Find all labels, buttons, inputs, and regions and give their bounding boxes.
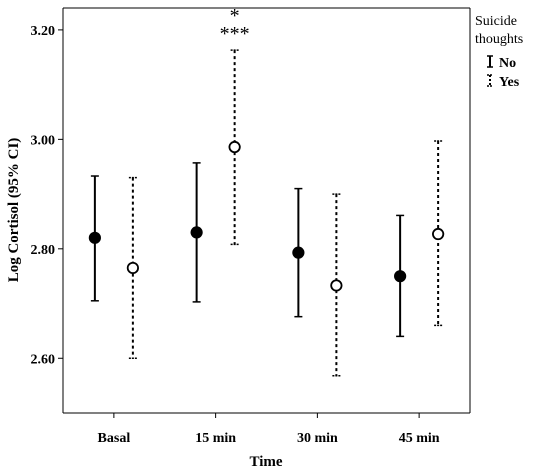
x-tick-label: 15 min <box>195 431 236 446</box>
legend-label-no: No <box>499 56 516 71</box>
series-layer <box>88 49 445 377</box>
x-ticks: Basal 15 min 30 min 45 min <box>98 413 440 446</box>
point-yes-2 <box>330 279 343 292</box>
x-tick-label: 30 min <box>297 431 338 446</box>
x-axis-title: Time <box>249 454 282 470</box>
y-ticks: 2.60 2.80 3.00 3.20 <box>31 24 63 367</box>
point-yes-0 <box>126 261 139 275</box>
point-no-2 <box>292 246 305 259</box>
y-axis-title: Log Cortisol (95% CI) <box>6 138 22 283</box>
legend-item-no: No <box>487 55 516 71</box>
point-no-0 <box>88 231 101 244</box>
legend: Suicide thoughts No Yes <box>475 14 523 90</box>
y-tick-label: 2.60 <box>31 352 56 367</box>
legend-title-line-2: thoughts <box>475 32 523 47</box>
significance-annotation: * <box>230 5 240 27</box>
legend-item-yes: Yes <box>487 74 520 90</box>
legend-label-yes: Yes <box>499 75 520 90</box>
legend-title-line-1: Suicide <box>475 14 517 29</box>
annotations: **** <box>220 5 250 45</box>
point-yes-1 <box>228 140 241 154</box>
point-no-1 <box>190 226 203 239</box>
y-tick-label: 3.20 <box>31 24 56 39</box>
y-tick-label: 3.00 <box>31 133 56 148</box>
significance-annotation: *** <box>220 23 250 45</box>
point-yes-3 <box>432 227 445 241</box>
x-tick-label: Basal <box>98 431 131 446</box>
x-tick-label: 45 min <box>399 431 440 446</box>
point-no-3 <box>394 270 407 283</box>
y-tick-label: 2.80 <box>31 243 56 258</box>
